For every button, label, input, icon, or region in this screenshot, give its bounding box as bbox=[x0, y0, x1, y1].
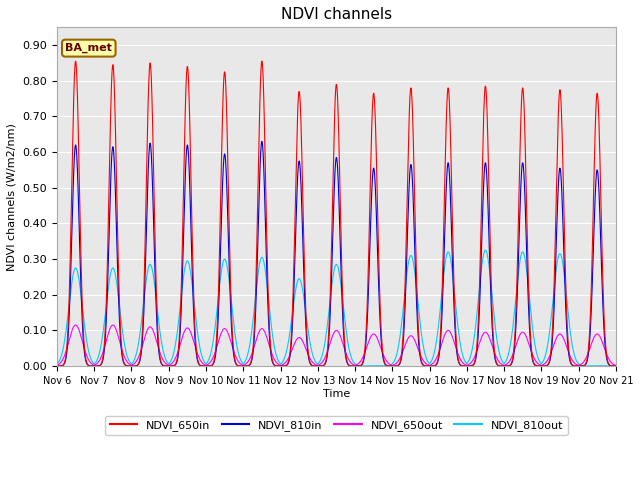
NDVI_810out bbox=[612, 363, 620, 369]
NDVI_810out bbox=[167, 359, 175, 364]
NDVI_810in bbox=[612, 363, 620, 369]
NDVI_810in bbox=[173, 360, 180, 366]
NDVI_810out bbox=[493, 336, 500, 342]
NDVI_650in bbox=[612, 363, 620, 369]
Line: NDVI_650in: NDVI_650in bbox=[57, 61, 616, 366]
Title: NDVI channels: NDVI channels bbox=[281, 7, 392, 22]
NDVI_650in bbox=[493, 361, 500, 367]
Legend: NDVI_650in, NDVI_810in, NDVI_650out, NDVI_810out: NDVI_650in, NDVI_810in, NDVI_650out, NDV… bbox=[105, 416, 568, 435]
NDVI_810in bbox=[53, 363, 61, 369]
Line: NDVI_810in: NDVI_810in bbox=[57, 142, 616, 366]
NDVI_650out bbox=[414, 345, 422, 350]
NDVI_810in bbox=[262, 249, 270, 254]
NDVI_650out bbox=[72, 322, 79, 328]
NDVI_650in bbox=[413, 306, 421, 312]
NDVI_650in bbox=[575, 363, 582, 369]
NDVI_810in bbox=[575, 363, 582, 369]
Line: NDVI_810out: NDVI_810out bbox=[57, 250, 616, 366]
NDVI_650in bbox=[610, 363, 618, 369]
NDVI_650out bbox=[612, 362, 620, 368]
NDVI_650out bbox=[167, 361, 175, 367]
NDVI_810out bbox=[481, 247, 489, 253]
NDVI_810out bbox=[610, 363, 618, 369]
NDVI_650out bbox=[493, 356, 501, 361]
NDVI_650in bbox=[262, 207, 270, 213]
NDVI_810out bbox=[173, 335, 180, 341]
NDVI_810out bbox=[53, 361, 61, 367]
Y-axis label: NDVI channels (W/m2/nm): NDVI channels (W/m2/nm) bbox=[7, 123, 17, 271]
NDVI_650out bbox=[262, 333, 270, 338]
NDVI_810in bbox=[258, 139, 266, 144]
NDVI_810in bbox=[413, 322, 421, 328]
NDVI_650out bbox=[610, 362, 618, 368]
NDVI_650in bbox=[72, 58, 79, 64]
Line: NDVI_650out: NDVI_650out bbox=[57, 325, 616, 365]
NDVI_650out bbox=[53, 362, 61, 368]
NDVI_810out bbox=[262, 274, 270, 280]
X-axis label: Time: Time bbox=[323, 388, 350, 398]
NDVI_650in bbox=[167, 363, 175, 369]
NDVI_810in bbox=[493, 361, 500, 367]
Text: BA_met: BA_met bbox=[65, 43, 112, 53]
NDVI_650out bbox=[173, 353, 180, 359]
NDVI_650out bbox=[388, 362, 396, 368]
NDVI_650in bbox=[173, 359, 180, 364]
NDVI_810out bbox=[413, 295, 421, 300]
NDVI_810in bbox=[610, 363, 618, 369]
NDVI_810in bbox=[167, 363, 175, 369]
NDVI_650in bbox=[53, 363, 61, 369]
